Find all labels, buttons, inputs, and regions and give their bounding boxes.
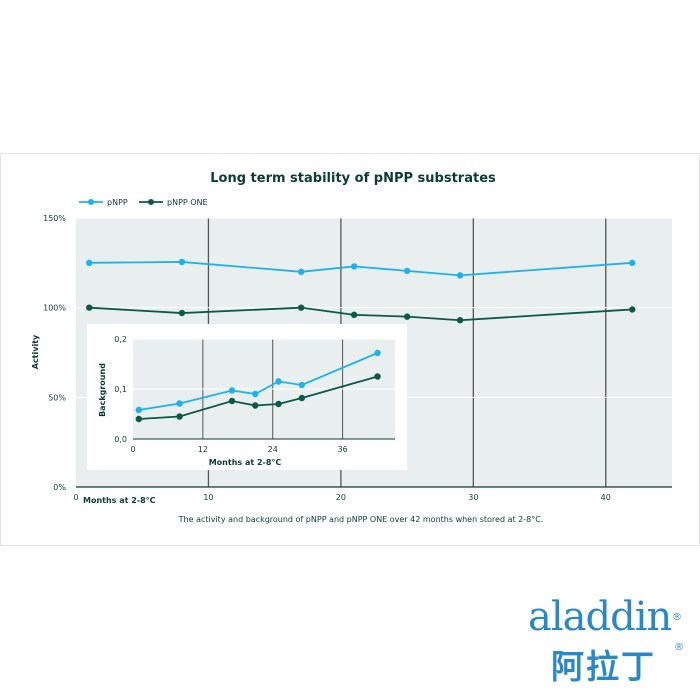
main-data-point (86, 304, 93, 311)
chart-caption: The activity and background of pNPP and … (178, 515, 544, 524)
legend-label-0: pNPP (107, 198, 128, 207)
inset-data-point (135, 406, 143, 414)
inset-y-axis-label: Background (98, 363, 107, 417)
inset-y-tick-label: 0,0 (114, 435, 127, 444)
main-data-point (456, 317, 464, 324)
logo-chinese-name: 阿拉丁 (551, 647, 656, 686)
legend-label-1: pNPP ONE (167, 198, 208, 207)
main-x-tick-label: 30 (468, 493, 478, 502)
chart-card: Long term stability of pNPP substrates p… (0, 153, 700, 546)
legend-marker-1 (148, 199, 154, 205)
main-data-point (629, 306, 636, 313)
main-x-tick-label: 40 (601, 493, 611, 502)
main-x-tick-label: 20 (336, 493, 346, 502)
inset-x-tick-label: 36 (338, 445, 348, 454)
main-y-tick-label: 50% (48, 393, 66, 402)
main-data-point (350, 263, 358, 270)
main-data-point (456, 272, 464, 279)
inset-data-point (176, 400, 183, 407)
main-data-point (178, 309, 186, 317)
inset-y-ticks: 0,0 0,1 0,2 (114, 335, 127, 444)
inset-x-tick-label: 0 (130, 445, 135, 454)
inset-data-point (275, 378, 282, 385)
inset-series-group (135, 349, 381, 423)
main-x-ticks: 0 10 20 30 40 (73, 493, 610, 502)
main-series-group (86, 258, 636, 324)
inset-x-ticks: 0 12 24 36 (130, 445, 347, 454)
main-y-ticks: 0% 50% 100% 150% (43, 214, 66, 492)
inset-data-point (298, 394, 306, 402)
main-y-tick-label: 150% (43, 214, 66, 223)
inset-data-point (275, 400, 282, 408)
main-data-point (403, 267, 411, 275)
inset-data-point (374, 373, 381, 380)
main-y-tick-label: 100% (43, 304, 66, 313)
logo-registered-mark: ® (672, 612, 682, 623)
main-x-tick-label: 10 (203, 493, 213, 502)
inset-y-tick-label: 0,1 (114, 385, 127, 394)
main-data-point (629, 259, 636, 267)
inset-data-point (176, 413, 183, 420)
main-data-point (297, 304, 305, 311)
x-axis-label: Months at 2-8°C (83, 496, 156, 505)
logo-registered-mark-cn: ® (674, 642, 684, 653)
inset-data-point (252, 402, 259, 409)
inset-x-tick-label: 24 (268, 445, 278, 454)
main-y-tick-label: 0% (53, 483, 66, 492)
chart-canvas: Long term stability of pNPP substrates p… (31, 171, 672, 524)
aladdin-logo: aladdin ® 阿拉丁 ® (526, 594, 686, 688)
main-data-point (86, 259, 93, 267)
main-data-point (178, 258, 186, 266)
main-x-tick-label: 0 (73, 493, 78, 502)
inset-data-point (374, 349, 381, 357)
chart-title: Long term stability of pNPP substrates (210, 171, 496, 186)
inset-y-tick-label: 0,2 (114, 335, 127, 344)
inset-data-point (135, 415, 143, 423)
legend-marker-0 (88, 199, 94, 205)
logo-wordmark: aladdin (528, 594, 672, 640)
inset-x-axis-label: Months at 2-8°C (209, 458, 282, 467)
inset-data-point (228, 397, 236, 405)
inset-chart: 0,0 0,1 0,2 0 12 24 36 Background Months at 2… (87, 324, 407, 470)
inset-data-point (252, 390, 259, 398)
chart-legend: pNPP pNPP ONE (79, 198, 208, 207)
main-data-point (297, 268, 305, 275)
inset-x-tick-label: 12 (198, 445, 208, 454)
main-data-point (403, 313, 411, 320)
inset-data-point (228, 387, 236, 394)
inset-data-point (298, 381, 306, 389)
y-axis-label: Activity (31, 334, 40, 369)
main-data-point (350, 311, 358, 319)
